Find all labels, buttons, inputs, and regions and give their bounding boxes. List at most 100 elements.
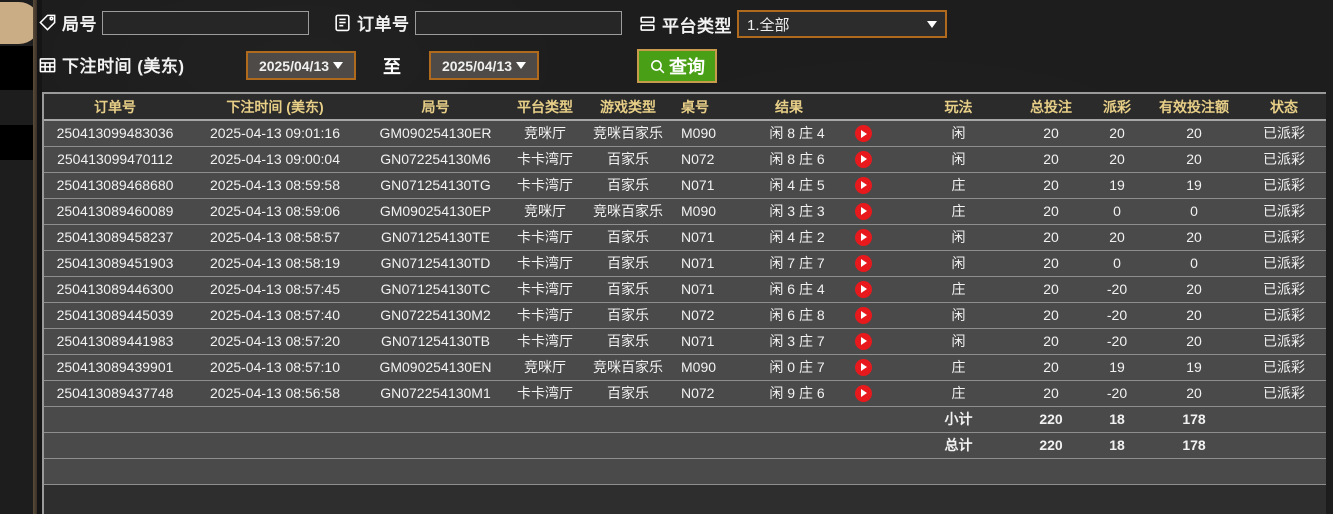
date-from-value: 2025/04/13 <box>258 57 330 74</box>
cell-platform: 卡卡湾厅 <box>507 276 583 303</box>
table-empty-row <box>44 458 1326 485</box>
table-row[interactable]: 250413089451903 2025-04-13 08:58:19 GN0712… <box>44 250 1326 277</box>
col-header-play[interactable]: 玩法 <box>901 94 1016 121</box>
search-icon <box>649 58 666 75</box>
col-header-order-no[interactable]: 订单号 <box>44 94 186 121</box>
col-header-game-type[interactable]: 游戏类型 <box>583 94 673 121</box>
col-header-round-no[interactable]: 局号 <box>364 94 507 121</box>
summary-label: 小计 <box>901 406 1016 433</box>
replay-button-slot <box>843 358 883 376</box>
col-header-payout[interactable]: 派彩 <box>1086 94 1148 121</box>
table-row[interactable]: 250413089468680 2025-04-13 08:59:58 GN0712… <box>44 172 1326 199</box>
date-from-box[interactable]: 2025/04/13 <box>246 51 356 80</box>
round-no-field: 局号 <box>38 10 309 35</box>
cell-platform: 卡卡湾厅 <box>507 302 583 329</box>
replay-button-slot <box>843 254 883 272</box>
cell-game-type: 竞咪百家乐 <box>583 120 673 147</box>
summary-blank-cell <box>673 406 733 433</box>
cell-round-no: GM090254130EP <box>364 198 507 225</box>
summary-blank-cell <box>44 432 186 459</box>
summary-blank-cell <box>186 406 364 433</box>
cell-table-no: N071 <box>673 172 733 199</box>
col-header-table-no[interactable]: 桌号 <box>673 94 733 121</box>
play-icon[interactable] <box>854 306 872 324</box>
cell-platform: 卡卡湾厅 <box>507 380 583 407</box>
date-to-box[interactable]: 2025/04/13 <box>429 51 539 80</box>
cell-platform: 卡卡湾厅 <box>507 146 583 173</box>
cell-status: 已派彩 <box>1240 250 1326 277</box>
bet-time-from-picker[interactable]: 2025/04/13 <box>246 51 356 80</box>
table-row[interactable]: 250413089439901 2025-04-13 08:57:10 GM0902… <box>44 354 1326 381</box>
play-icon[interactable] <box>854 358 872 376</box>
cell-total-bet: 20 <box>1016 302 1086 329</box>
replay-button-slot <box>843 384 883 402</box>
summary-valid-bet: 178 <box>1148 432 1240 459</box>
cell-status: 已派彩 <box>1240 328 1326 355</box>
play-icon[interactable] <box>854 228 872 246</box>
cell-order-no: 250413089445039 <box>44 302 186 329</box>
round-no-input[interactable] <box>102 10 309 35</box>
table-row[interactable]: 250413099483036 2025-04-13 09:01:16 GM0902… <box>44 120 1326 147</box>
cell-platform: 卡卡湾厅 <box>507 224 583 251</box>
table-row[interactable]: 250413089445039 2025-04-13 08:57:40 GN0722… <box>44 302 1326 329</box>
cell-table-no: M090 <box>673 120 733 147</box>
cell-play: 庄 <box>901 198 1016 225</box>
query-button-wrap: 查询 <box>637 49 717 83</box>
cell-game-type: 百家乐 <box>583 172 673 199</box>
records-table-container[interactable]: 订单号 下注时间 (美东) 局号 平台类型 游戏类型 桌号 结果 玩法 总投注 … <box>42 92 1326 514</box>
play-icon[interactable] <box>854 254 872 272</box>
col-header-status[interactable]: 状态 <box>1240 94 1326 121</box>
empty-cell <box>673 458 733 485</box>
cell-round-no: GN071254130TG <box>364 172 507 199</box>
cell-total-bet: 20 <box>1016 250 1086 277</box>
col-header-valid-bet[interactable]: 有效投注额 <box>1148 94 1240 121</box>
rail-divider <box>33 0 37 514</box>
summary-blank-cell <box>186 432 364 459</box>
table-row[interactable]: 250413089437748 2025-04-13 08:56:58 GN0722… <box>44 380 1326 407</box>
play-icon[interactable] <box>854 280 872 298</box>
cell-platform: 卡卡湾厅 <box>507 250 583 277</box>
rail-inner-strip <box>37 0 42 514</box>
empty-cell <box>733 458 901 485</box>
summary-total-bet: 220 <box>1016 432 1086 459</box>
play-icon[interactable] <box>854 125 872 143</box>
play-icon[interactable] <box>854 202 872 220</box>
query-button[interactable]: 查询 <box>637 49 717 83</box>
table-row[interactable]: 250413089446300 2025-04-13 08:57:45 GN0712… <box>44 276 1326 303</box>
cell-payout: 0 <box>1086 198 1148 225</box>
cell-total-bet: 20 <box>1016 198 1086 225</box>
cell-table-no: N071 <box>673 224 733 251</box>
cell-valid-bet: 19 <box>1148 172 1240 199</box>
col-header-result[interactable]: 结果 <box>733 94 901 121</box>
cell-order-no: 250413089451903 <box>44 250 186 277</box>
cell-total-bet: 20 <box>1016 146 1086 173</box>
play-icon[interactable] <box>854 176 872 194</box>
cell-result: 闲 8 庄 6 <box>733 146 901 173</box>
result-text: 闲 8 庄 6 <box>769 151 825 167</box>
col-header-platform[interactable]: 平台类型 <box>507 94 583 121</box>
table-row[interactable]: 250413089460089 2025-04-13 08:59:06 GM0902… <box>44 198 1326 225</box>
summary-blank-cell <box>583 432 673 459</box>
col-header-total-bet[interactable]: 总投注 <box>1016 94 1086 121</box>
bet-time-to-picker[interactable]: 2025/04/13 <box>429 51 539 80</box>
cell-payout: -20 <box>1086 380 1148 407</box>
play-icon[interactable] <box>854 384 872 402</box>
table-body: 250413099483036 2025-04-13 09:01:16 GM0902… <box>44 120 1326 485</box>
cell-round-no: GM090254130EN <box>364 354 507 381</box>
cell-result: 闲 4 庄 2 <box>733 224 901 251</box>
replay-button-slot <box>843 150 883 168</box>
summary-payout: 18 <box>1086 406 1148 433</box>
play-icon[interactable] <box>854 332 872 350</box>
replay-button-slot <box>843 306 883 324</box>
cell-bet-time: 2025-04-13 09:00:04 <box>186 146 364 173</box>
empty-cell <box>901 458 1016 485</box>
cell-result: 闲 8 庄 4 <box>733 120 901 147</box>
table-row[interactable]: 250413089441983 2025-04-13 08:57:20 GN0712… <box>44 328 1326 355</box>
col-header-bet-time[interactable]: 下注时间 (美东) <box>186 94 364 121</box>
cell-result: 闲 3 庄 3 <box>733 198 901 225</box>
play-icon[interactable] <box>854 150 872 168</box>
table-row[interactable]: 250413099470112 2025-04-13 09:00:04 GN0722… <box>44 146 1326 173</box>
table-row[interactable]: 250413089458237 2025-04-13 08:58:57 GN0712… <box>44 224 1326 251</box>
order-no-input[interactable] <box>414 10 622 35</box>
platform-type-select[interactable]: 1.全部 <box>737 10 947 38</box>
